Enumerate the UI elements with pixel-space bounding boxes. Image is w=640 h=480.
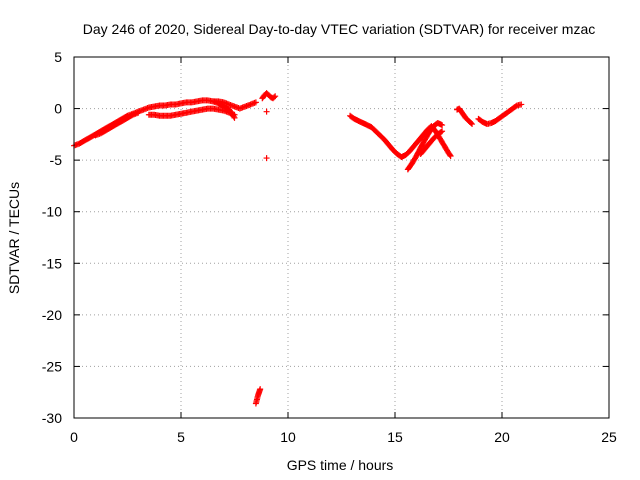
y-tick-label: -10 [42,204,62,220]
x-tick-label: 15 [387,429,403,445]
x-tick-label: 25 [601,429,617,445]
x-tick-label: 5 [177,429,185,445]
x-axis-label: GPS time / hours [287,457,394,473]
data-point [439,128,446,135]
series-trace-8 [404,120,446,173]
data-point [257,386,264,393]
data-point [439,122,446,129]
data-point [272,93,279,100]
series-trace-6 [252,386,264,407]
y-tick-label: 5 [54,49,62,65]
data-marker [438,129,445,136]
x-tick-label: 20 [494,429,510,445]
data-marker [446,151,453,158]
data-marker [467,120,474,127]
y-tick-label: -30 [42,410,62,426]
series-trace-1 [71,97,259,149]
data-layer [71,90,525,407]
data-point [447,153,454,160]
data-marker [230,113,237,120]
series-trace-9 [417,128,446,157]
data-point [135,109,142,116]
series-trace-5 [259,90,279,102]
y-tick-label: -15 [42,255,62,271]
series-trace-11 [475,101,525,128]
y-tick-label: 0 [54,101,62,117]
data-point [263,108,270,115]
x-tick-label: 10 [280,429,296,445]
plot-frame [73,56,610,419]
y-tick-label: -5 [50,152,63,168]
y-axis-label: SDTVAR / TECUs [6,182,22,294]
series-outliers [263,108,270,162]
grid-layer [74,57,609,418]
data-marker [271,94,278,101]
data-point [518,101,525,108]
data-point [231,114,238,121]
series-trace-4 [210,98,238,121]
y-tick-label: -25 [42,358,62,374]
tick-layer: 0 5 10 15 20 25 5 0 -5 -10 -15 -20 -25 -30 [42,49,617,445]
data-point [263,155,270,162]
x-tick-label: 0 [70,429,78,445]
data-point [252,99,259,106]
y-tick-label: -20 [42,307,62,323]
chart-title: Day 246 of 2020, Sidereal Day-to-day VTE… [83,21,596,37]
series-trace-10 [454,105,476,128]
series-trace-2 [92,109,142,139]
data-point [469,121,476,128]
